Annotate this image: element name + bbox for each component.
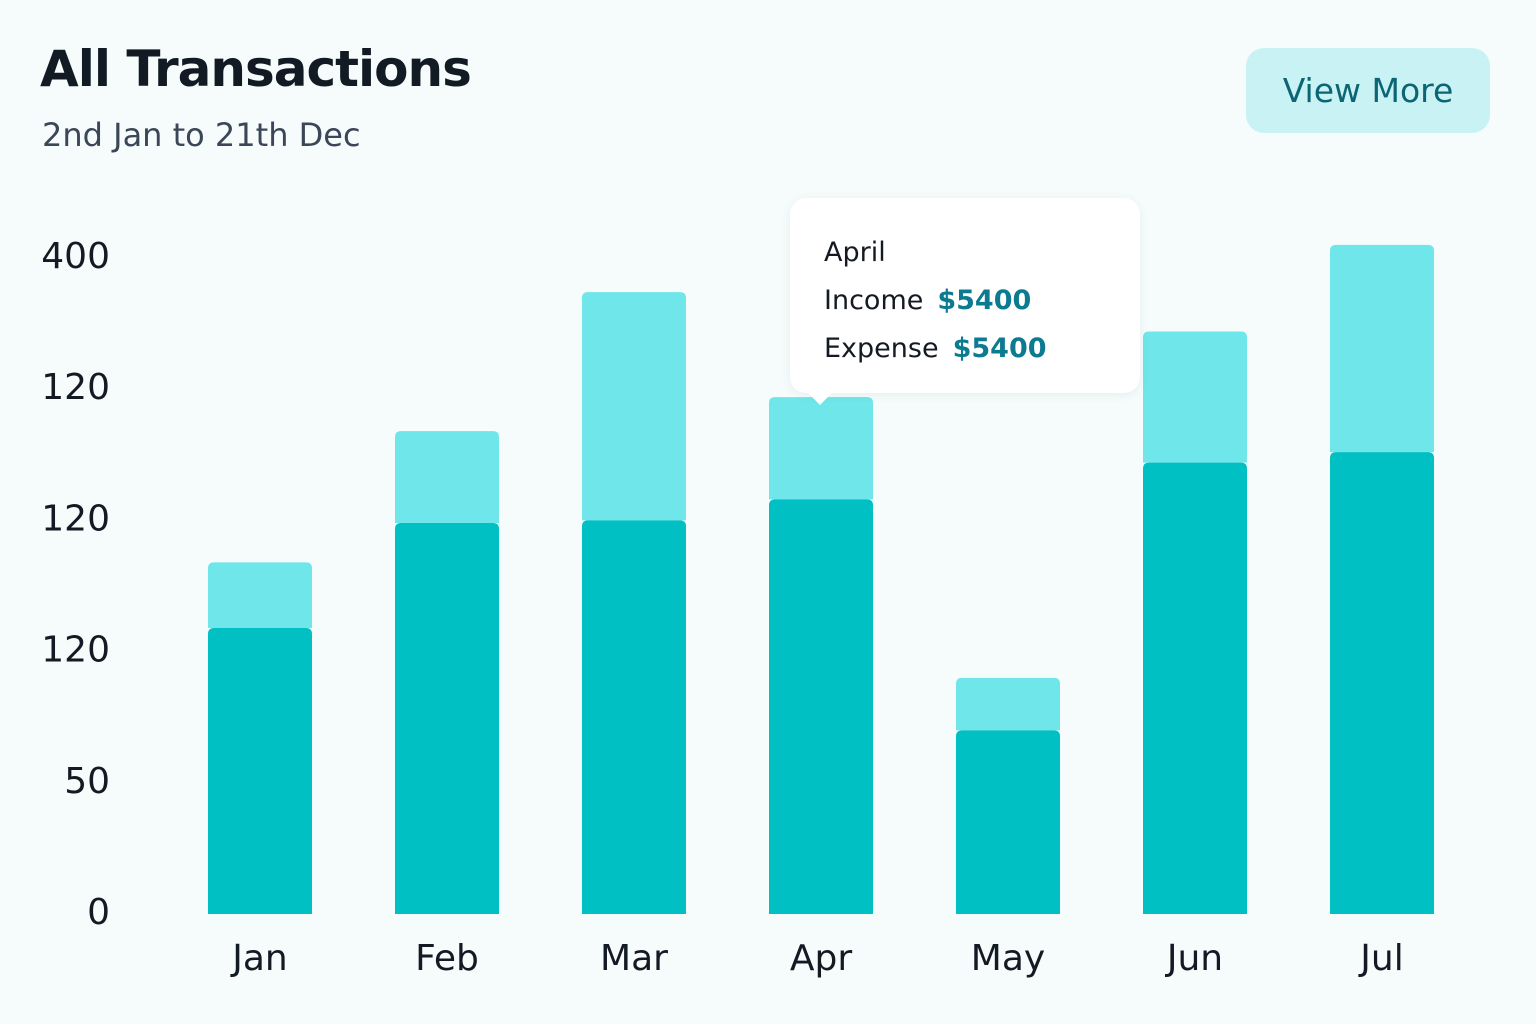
x-tick-label: Jan [230, 938, 288, 979]
x-tick-label: May [971, 938, 1045, 979]
x-tick-label: Mar [600, 938, 668, 979]
bar-segment [1330, 244, 1434, 453]
tooltip-label: Expense [824, 332, 939, 364]
y-tick-label: 400 [41, 236, 110, 277]
bar-segment [395, 523, 499, 914]
tooltip-title: April [824, 236, 886, 268]
y-tick-label: 50 [64, 761, 110, 802]
x-tick-label: Apr [790, 938, 852, 979]
view-more-button[interactable]: View More [1246, 48, 1490, 133]
tooltip-row: Income $5400 [824, 276, 1106, 324]
tooltip-row: Expense $5400 [824, 324, 1106, 372]
bar-segment [208, 627, 312, 914]
bar-segment [956, 730, 1060, 914]
chart-subtitle: 2nd Jan to 21th Dec [42, 116, 361, 154]
tooltip: April Income $5400 Expense $5400 [790, 198, 1140, 405]
bar-segment [582, 292, 686, 521]
tooltip-label: Income [824, 284, 924, 316]
bar-segment [208, 562, 312, 628]
bar-segment [1143, 462, 1247, 914]
bar-segment [395, 431, 499, 524]
x-tick-label: Jun [1165, 938, 1223, 979]
y-tick-label: 120 [41, 367, 110, 408]
chart-title: All Transactions [40, 40, 472, 98]
bar-segment [1143, 331, 1247, 463]
x-tick-label: Jul [1358, 938, 1403, 979]
y-tick-label: 120 [41, 630, 110, 671]
y-tick-label: 0 [87, 892, 110, 933]
bar-segment [956, 677, 1060, 731]
bar-segment [1330, 452, 1434, 914]
tooltip-value: $5400 [952, 332, 1047, 364]
bar-segment [582, 520, 686, 914]
x-tick-label: Feb [415, 938, 479, 979]
bar-segment [769, 397, 873, 500]
y-tick-label: 120 [41, 498, 110, 539]
bar-segment [769, 499, 873, 914]
tooltip-value: $5400 [937, 284, 1032, 316]
